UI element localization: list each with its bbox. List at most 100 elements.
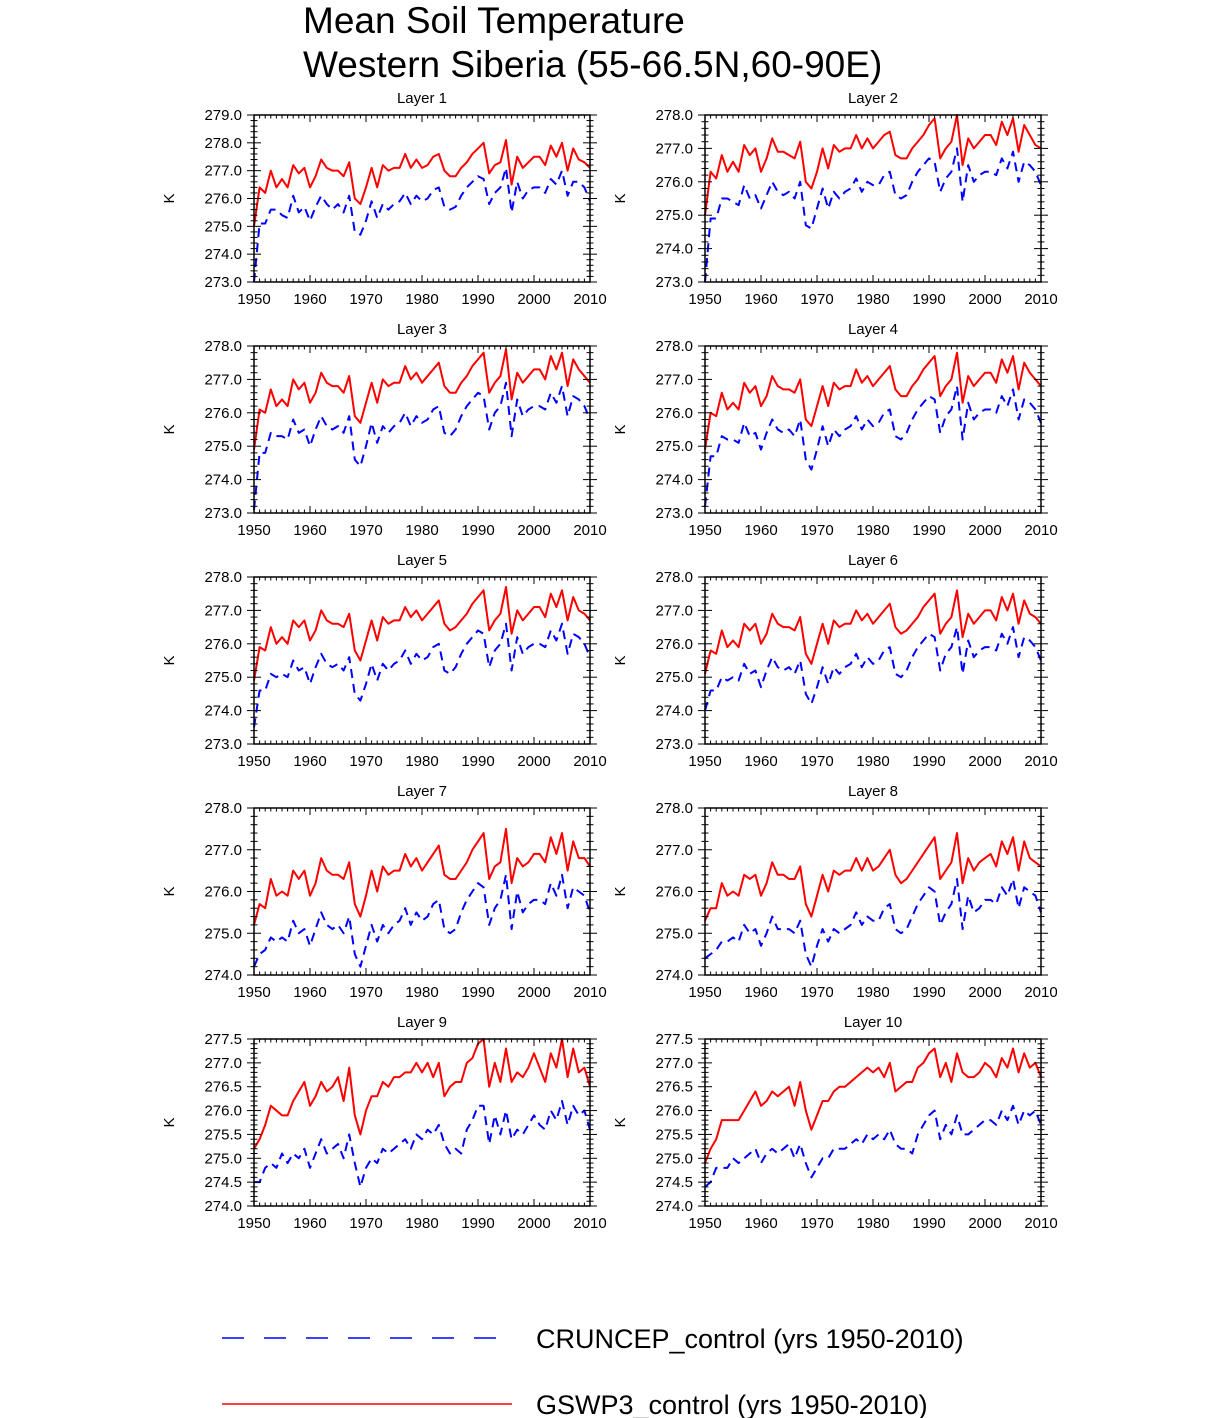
y-axis-label: K xyxy=(612,886,629,896)
plot-frame xyxy=(704,576,1042,745)
y-tick-label: 276.0 xyxy=(204,884,242,901)
panel-9: 1950 1960 1970 1980 1990 2000 2010 274.0 274.5 27… xyxy=(161,1014,607,1232)
x-tick-label: 2010 xyxy=(1024,1215,1057,1232)
cruncep-series-line xyxy=(253,381,591,510)
x-tick-label: 1970 xyxy=(800,753,833,770)
x-tick-label: 1980 xyxy=(856,753,889,770)
panel-title: Layer 6 xyxy=(848,552,898,569)
y-tick-label: 277.5 xyxy=(204,1031,242,1048)
y-tick-label: 278.0 xyxy=(204,338,242,355)
y-tick-label: 275.5 xyxy=(204,1126,242,1143)
x-tick-label: 2000 xyxy=(968,291,1001,308)
y-tick-label: 278.0 xyxy=(204,800,242,817)
x-tick-label: 1970 xyxy=(349,984,382,1001)
y-tick-label: 274.0 xyxy=(655,703,693,720)
y-tick-label: 274.0 xyxy=(204,472,242,489)
y-axis-label: K xyxy=(161,655,178,665)
y-tick-label: 277.0 xyxy=(655,140,693,157)
x-tick-label: 1950 xyxy=(237,1215,270,1232)
cruncep-series-line xyxy=(253,166,591,283)
x-tick-label: 2010 xyxy=(573,291,606,308)
y-tick-label: 274.5 xyxy=(204,1174,242,1191)
y-tick-label: 276.0 xyxy=(204,1103,242,1120)
x-tick-label: 2010 xyxy=(1024,984,1057,1001)
x-tick-label: 2010 xyxy=(573,1215,606,1232)
x-tick-label: 1950 xyxy=(688,984,721,1001)
x-tick-label: 2010 xyxy=(573,522,606,539)
y-axis-label: K xyxy=(612,424,629,434)
figure-title-line-1: Mean Soil Temperature xyxy=(303,0,685,41)
cruncep-series-line xyxy=(253,873,591,968)
y-tick-label: 276.5 xyxy=(204,1079,242,1096)
y-axis-label: K xyxy=(161,193,178,203)
gswp3-series-line xyxy=(253,139,591,227)
y-tick-label: 277.0 xyxy=(655,371,693,388)
y-tick-label: 273.0 xyxy=(655,274,693,291)
y-tick-label: 277.0 xyxy=(204,371,242,388)
y-tick-label: 275.0 xyxy=(204,1150,242,1167)
x-tick-label: 1960 xyxy=(293,1215,326,1232)
y-tick-label: 277.0 xyxy=(204,602,242,619)
x-tick-label: 1970 xyxy=(349,522,382,539)
panel-title: Layer 3 xyxy=(397,321,447,338)
x-tick-label: 1990 xyxy=(912,522,945,539)
y-tick-label: 274.0 xyxy=(204,246,242,263)
y-tick-label: 274.0 xyxy=(204,703,242,720)
x-tick-label: 1960 xyxy=(744,1215,777,1232)
panel-10: 1950 1960 1970 1980 1990 2000 2010 274.0 274.5 27… xyxy=(612,1014,1058,1232)
x-tick-label: 1990 xyxy=(461,522,494,539)
y-tick-label: 274.0 xyxy=(655,967,693,984)
cruncep-series-line xyxy=(704,626,1042,711)
x-tick-label: 2010 xyxy=(1024,291,1057,308)
y-tick-label: 274.0 xyxy=(655,1198,693,1215)
x-tick-label: 1950 xyxy=(237,984,270,1001)
y-tick-label: 273.0 xyxy=(655,505,693,522)
x-tick-label: 1950 xyxy=(237,522,270,539)
y-tick-label: 278.0 xyxy=(204,135,242,152)
x-tick-label: 1980 xyxy=(405,753,438,770)
x-tick-label: 1980 xyxy=(405,291,438,308)
legend-gswp3-label: GSWP3_control (yrs 1950-2010) xyxy=(536,1390,928,1418)
panel-5: 1950 1960 1970 1980 1990 2000 2010 273.0 274.0 27… xyxy=(161,552,607,770)
cruncep-series-line xyxy=(253,622,591,728)
cruncep-series-line xyxy=(704,1104,1042,1188)
y-tick-label: 279.0 xyxy=(204,107,242,124)
gswp3-series-line xyxy=(253,1038,591,1150)
x-tick-label: 1980 xyxy=(856,1215,889,1232)
y-tick-label: 278.0 xyxy=(655,107,693,124)
x-tick-label: 2000 xyxy=(517,291,550,308)
plot-frame xyxy=(704,114,1042,283)
panel-6: 1950 1960 1970 1980 1990 2000 2010 273.0 274.0 27… xyxy=(612,552,1058,770)
plot-frame xyxy=(704,345,1042,514)
figure-title-line-2: Western Siberia (55-66.5N,60-90E) xyxy=(303,44,883,85)
x-tick-label: 1960 xyxy=(744,522,777,539)
y-tick-label: 278.0 xyxy=(204,569,242,586)
y-tick-label: 276.0 xyxy=(655,636,693,653)
plot-frame xyxy=(253,807,591,976)
y-tick-label: 276.0 xyxy=(655,1103,693,1120)
x-tick-label: 1990 xyxy=(912,753,945,770)
panel-title: Layer 4 xyxy=(848,321,898,338)
panel-7: 1950 1960 1970 1980 1990 2000 2010 274.0 275.0 27… xyxy=(161,783,607,1001)
y-tick-label: 274.0 xyxy=(655,472,693,489)
y-tick-label: 277.5 xyxy=(655,1031,693,1048)
panel-title: Layer 9 xyxy=(397,1014,447,1031)
x-tick-label: 1950 xyxy=(688,291,721,308)
y-tick-label: 277.0 xyxy=(204,163,242,180)
x-tick-label: 2000 xyxy=(517,753,550,770)
x-tick-label: 2010 xyxy=(1024,753,1057,770)
y-tick-label: 277.0 xyxy=(204,842,242,859)
y-tick-label: 277.0 xyxy=(655,602,693,619)
plot-frame xyxy=(253,114,591,283)
plot-frame xyxy=(253,576,591,745)
y-tick-label: 277.0 xyxy=(655,842,693,859)
x-tick-label: 1960 xyxy=(293,291,326,308)
x-tick-label: 1980 xyxy=(856,522,889,539)
gswp3-series-line xyxy=(704,832,1042,922)
x-tick-label: 1990 xyxy=(461,291,494,308)
y-axis-label: K xyxy=(161,886,178,896)
y-tick-label: 273.0 xyxy=(204,505,242,522)
panel-2: 1950 1960 1970 1980 1990 2000 2010 273.0 274.0 27… xyxy=(612,90,1058,308)
y-tick-label: 278.0 xyxy=(655,569,693,586)
y-axis-label: K xyxy=(161,1117,178,1127)
